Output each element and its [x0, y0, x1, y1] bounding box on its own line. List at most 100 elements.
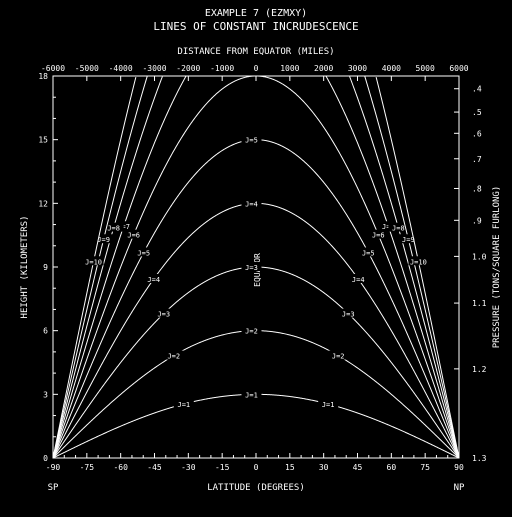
- y-tick-label: 6: [43, 327, 48, 336]
- contour-label-bg: [83, 256, 104, 266]
- contour-label: J=2: [167, 353, 180, 361]
- contour-lines: J=1 J=1 J=1 J=2 J=2 J=2 J=3 J=3 J=3 J=4 J=4 J=4 J=5 J…: [52, 75, 460, 459]
- pressure-tick-label: .8: [472, 184, 482, 193]
- contour-line: [364, 76, 460, 459]
- contour-label: J=9: [97, 236, 110, 244]
- contour-line: [52, 75, 187, 459]
- chart-header: EXAMPLE 7 (EZMXY): [205, 8, 307, 19]
- pressure-tick-label: .7: [472, 155, 482, 164]
- top-tick-label: 4000: [382, 64, 401, 73]
- contour-label: J=3: [157, 311, 170, 319]
- contour-label-bg: [328, 350, 349, 360]
- chart-title: LINES OF CONSTANT INCRUDESCENCE: [153, 20, 358, 33]
- contour-line: [52, 76, 148, 459]
- contour-label-bg: [398, 234, 419, 244]
- contour-label: J=10: [85, 258, 102, 266]
- pressure-tick-label: .4: [472, 85, 482, 94]
- contour-label-bg: [241, 198, 262, 208]
- x-tick-label: -15: [215, 463, 230, 472]
- contour-label-bg: [241, 262, 262, 271]
- top-tick-label: 1000: [280, 64, 299, 73]
- contour-label-bg: [368, 229, 389, 239]
- contour-label-bg: [113, 221, 134, 231]
- y-tick-label: 9: [43, 263, 48, 272]
- contour-label-bg: [318, 399, 339, 409]
- north-pole-label: NP: [454, 483, 465, 493]
- x-tick-label: -75: [80, 463, 95, 472]
- contour-label-bg: [133, 247, 154, 257]
- top-tick-label: 6000: [449, 64, 468, 73]
- y-axis-label: HEIGHT (KILOMETERS): [20, 216, 30, 319]
- y-tick-label: 0: [43, 454, 48, 463]
- contour-label: J=4: [352, 276, 365, 284]
- contour-line: [325, 75, 460, 459]
- x-tick-label: 45: [353, 463, 363, 472]
- contour-label: J=5: [362, 249, 375, 257]
- contour-label: J=4: [147, 276, 160, 284]
- pressure-tick-label: .6: [472, 129, 482, 138]
- contour-label: J=6: [372, 232, 385, 240]
- axis-ticks: -90 -75 -60 -45 -30 -15 0 15 30 45 60 75 90-6000 -500…: [38, 64, 486, 472]
- contour-line: [52, 139, 460, 459]
- contour-label-bg: [173, 399, 194, 409]
- pressure-tick-label: 1.0: [472, 252, 487, 261]
- y-tick-label: 12: [38, 199, 48, 208]
- contour-label-bg: [388, 222, 409, 232]
- contour-label-bg: [143, 273, 164, 283]
- contour-label-bg: [338, 308, 359, 318]
- contour-label-bg: [123, 229, 144, 239]
- x-tick-label: -30: [181, 463, 196, 472]
- x-tick-label: -60: [113, 463, 128, 472]
- pressure-tick-label: 1.2: [472, 365, 487, 374]
- top-tick-label: -5000: [75, 64, 99, 73]
- pressure-tick-label: .9: [472, 216, 482, 225]
- contour-label-bg: [93, 234, 114, 244]
- contour-label: J=6: [127, 232, 140, 240]
- contour-label: J=5: [137, 249, 150, 257]
- contour-label: J=3: [245, 264, 258, 272]
- top-tick-label: -1000: [210, 64, 234, 73]
- contour-label: J=2: [245, 328, 258, 336]
- x-tick-label: -45: [147, 463, 162, 472]
- right-axis-label: PRESSURE (TONS/SQUARE FURLONG): [492, 186, 502, 349]
- contour-line: [52, 75, 460, 459]
- contour-label-bg: [153, 308, 174, 318]
- top-tick-label: -6000: [41, 64, 65, 73]
- contour-label: J=1: [322, 401, 335, 409]
- contour-label: J=10: [410, 258, 427, 266]
- x-tick-label: 0: [254, 463, 259, 472]
- contour-line: [52, 76, 163, 459]
- top-tick-label: -2000: [176, 64, 200, 73]
- top-tick-label: 3000: [348, 64, 367, 73]
- x-axis-label: LATITUDE (DEGREES): [207, 483, 305, 493]
- pressure-tick-label: 1.3: [472, 454, 487, 463]
- top-tick-label: -4000: [109, 64, 133, 73]
- contour-label: J=7: [382, 223, 395, 231]
- contour-label: J=8: [107, 225, 120, 233]
- x-tick-label: 15: [285, 463, 295, 472]
- contour-label-bg: [408, 256, 429, 266]
- contour-label-bg: [241, 134, 262, 144]
- top-tick-label: 5000: [416, 64, 435, 73]
- top-tick-label: 0: [254, 64, 259, 73]
- contour-label-bg: [103, 222, 124, 232]
- contour-label-bg: [241, 389, 262, 399]
- x-tick-label: -90: [46, 463, 61, 472]
- contour-label-bg: [358, 247, 379, 257]
- contour-line: [52, 393, 460, 459]
- south-pole-label: SP: [48, 483, 59, 493]
- pressure-tick-label: .5: [472, 108, 482, 117]
- top-axis-label: DISTANCE FROM EQUATOR (MILES): [177, 47, 334, 57]
- y-tick-label: 15: [38, 136, 48, 145]
- contour-label-bg: [348, 273, 369, 283]
- contour-label: J=5: [245, 137, 258, 145]
- contour-label: J=2: [332, 353, 345, 361]
- contour-label-bg: [378, 221, 399, 231]
- contour-line: [349, 76, 460, 459]
- contour-label: J=4: [245, 200, 258, 208]
- contour-label: J=1: [245, 391, 258, 399]
- top-tick-label: -3000: [142, 64, 166, 73]
- x-tick-label: 75: [420, 463, 430, 472]
- contour-label: J=7: [117, 223, 130, 231]
